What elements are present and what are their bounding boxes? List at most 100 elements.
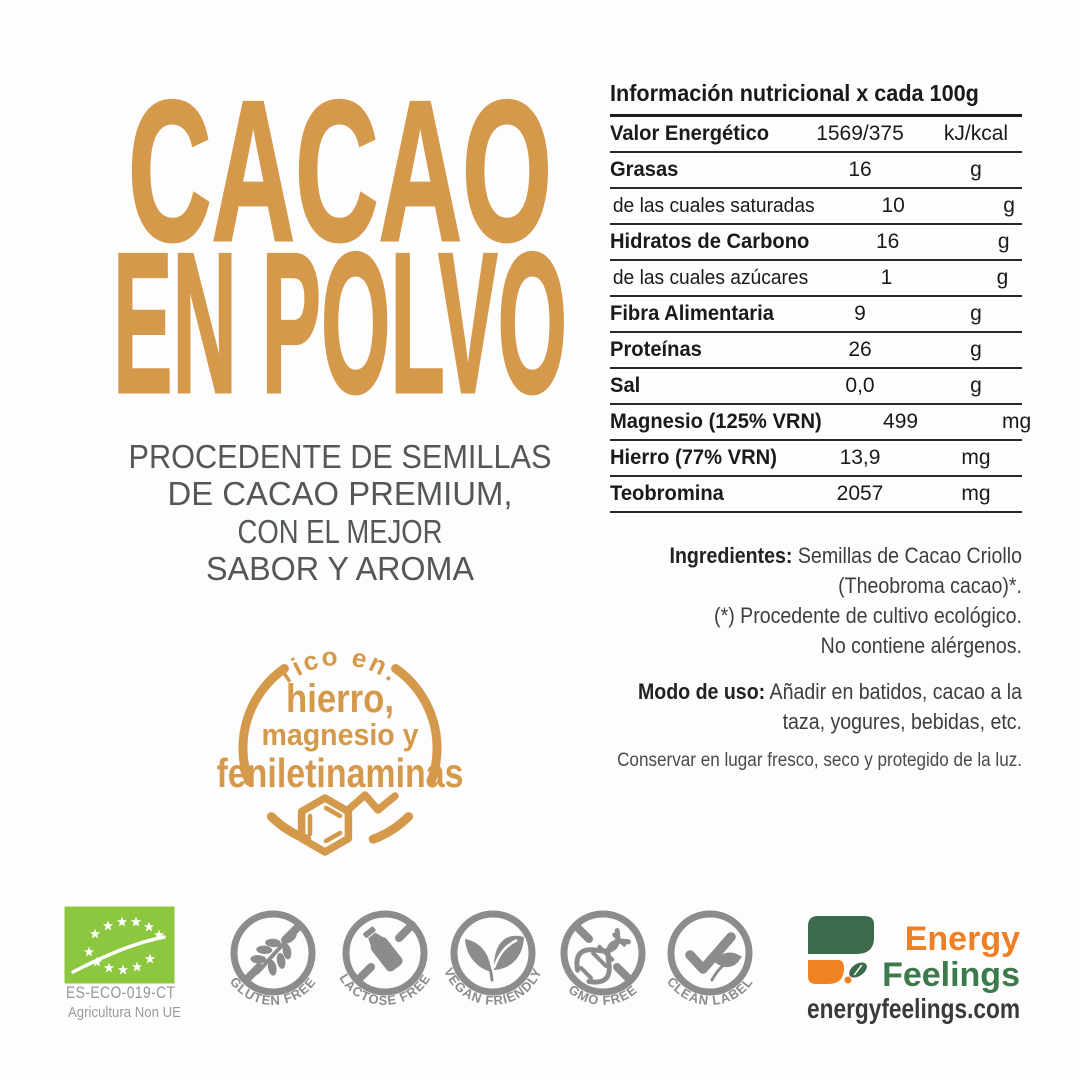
nutrient-value: 9 [854, 302, 866, 325]
ingredients-line: (*) Procedente de cultivo ecológico. [714, 603, 1022, 628]
brand-mark-icon [808, 916, 874, 984]
usage-line: taza, yogures, bebidas, etc. [782, 709, 1022, 734]
nutrient-unit: mg [961, 446, 991, 469]
table-row: Hierro (77% VRN) 13,9 mg [610, 441, 1022, 477]
nutrient-unit: mg [961, 482, 991, 505]
product-title-line1: CACAO [128, 72, 552, 283]
nutrient-label: Grasas [610, 158, 679, 181]
table-row: Sal 0,0 g [610, 369, 1022, 405]
table-row: Proteínas 26 g [610, 333, 1022, 369]
usage-line: Modo de uso: Añadir en batidos, cacao a … [483, 677, 1022, 707]
gmo-free-badge: GMO FREE [560, 910, 646, 1008]
nutrient-unit: g [997, 230, 1010, 253]
badge-item-hierro: hierro, [286, 677, 394, 721]
badge-item-magnesio: magnesio y [262, 717, 420, 752]
nutrient-value: 16 [848, 158, 872, 181]
nutrient-label: Valor Energético [610, 122, 770, 145]
usage-heading: Modo de uso: [637, 679, 766, 704]
table-row: Fibra Alimentaria 9 g [610, 297, 1022, 333]
nutrient-value: 13,9 [839, 446, 881, 469]
table-row: Grasas 16 g [610, 153, 1022, 189]
brand-website: energyfeelings.com [807, 993, 1020, 1024]
nutrition-title-text: Información nutricional x cada 100g [610, 80, 979, 106]
description-line: PROCEDENTE DE SEMILLAS [129, 438, 552, 475]
svg-text:VEGAN FRIENDLY: VEGAN FRIENDLY [441, 965, 545, 1008]
svg-text:GMO FREE: GMO FREE [566, 982, 640, 1008]
nutrient-label: Sal [610, 374, 641, 397]
nutrient-unit: g [996, 266, 1009, 289]
nutrition-title: Información nutricional x cada 100g [610, 80, 1022, 117]
slash-icon [354, 921, 416, 984]
nutrient-label: de las cuales saturadas [612, 194, 815, 217]
table-row: de las cuales azúcares 1 g [610, 261, 1022, 297]
eu-leaf-stem-icon [71, 935, 166, 974]
check-leaf-icon [685, 932, 742, 982]
slash-icon [572, 922, 634, 984]
nutrient-label: Proteínas [610, 338, 702, 361]
description-line: CON EL MEJOR [238, 513, 443, 550]
nutrient-value: 16 [876, 230, 900, 253]
nutrient-unit: g [970, 158, 982, 181]
nutrient-unit: g [970, 338, 982, 361]
nutrient-value: 0,0 [845, 374, 875, 397]
lactose-free-badge: LACTOSE FREE [336, 910, 433, 1008]
nutrient-unit: kJ/kcal [943, 122, 1009, 145]
storage-note: Conservar en lugar fresco, seco y proteg… [617, 750, 1022, 771]
nutrient-label: Fibra Alimentaria [610, 302, 774, 325]
nutrient-label: Hierro (77% VRN) [610, 446, 777, 469]
clean-label-badge: CLEAN LABEL [664, 910, 755, 1008]
brand-name-line1: Energy [905, 920, 1020, 958]
slash-icon [242, 922, 303, 984]
nutrient-value: 10 [881, 194, 905, 217]
nutrient-value: 26 [848, 338, 872, 361]
milk-bottle-icon [363, 926, 403, 972]
ingredients-heading: Ingredientes: [669, 543, 793, 568]
ingredients-line: (Theobroma cacao)*. [838, 573, 1022, 598]
gmo-free-label: GMO FREE [566, 982, 639, 1008]
product-title-line2: EN POLVO [113, 212, 567, 402]
table-row: Teobromina 2057 mg [610, 477, 1022, 513]
ingredients-line: Ingredientes: Semillas de Cacao Criollo [483, 541, 1022, 571]
product-title: CACAO EN POLVO [112, 72, 569, 402]
table-row: Valor Energético 1569/375 kJ/kcal [610, 117, 1022, 153]
description-line: DE CACAO PREMIUM, [168, 475, 513, 512]
organic-cert-origin: Agricultura Non UE [68, 1004, 181, 1021]
gluten-free-badge: GLUTEN FREE [227, 910, 318, 1008]
table-row: de las cuales saturadas 10 g [610, 189, 1022, 225]
nutrient-label: Magnesio (125% VRN) [610, 410, 822, 433]
nutrient-value: 2057 [836, 482, 884, 505]
nutrient-value: 499 [883, 410, 919, 433]
badge-circle-icon [238, 664, 442, 844]
vegan-friendly-badge: VEGAN FRIENDLY [441, 910, 545, 1008]
nutrient-label: de las cuales azúcares [612, 266, 809, 289]
molecule-icon [297, 791, 399, 856]
usage-text: Añadir en batidos, cacao a la [765, 679, 1022, 704]
product-description: PROCEDENTE DE SEMILLAS DE CACAO PREMIUM,… [129, 438, 552, 587]
vegan-friendly-label: VEGAN FRIENDLY [441, 965, 544, 1008]
dna-icon [574, 928, 631, 985]
brand-name-line2: Feelings [882, 956, 1020, 994]
organic-cert-code: ES-ECO-019-CT [66, 984, 176, 1002]
eu-organic-logo [64, 906, 175, 984]
nutrient-label: Teobromina [610, 482, 724, 505]
badge-item-feniletinaminas: feniletinaminas [217, 750, 464, 796]
nutrient-unit: mg [1001, 410, 1032, 433]
ingredients-text: Semillas de Cacao Criollo [792, 543, 1022, 568]
nutrient-unit: g [970, 374, 982, 397]
ingredients-section: Ingredientes: Semillas de Cacao Criollo … [483, 541, 1022, 661]
brand-logo: Energy Feelings energyfeelings.com [807, 916, 1020, 1024]
table-row: Hidratos de Carbono 16 g [610, 225, 1022, 261]
nutrient-unit: g [970, 302, 982, 325]
nutrient-unit: g [1003, 194, 1015, 217]
description-line: SABOR Y AROMA [206, 550, 474, 587]
nutrient-value: 1569/375 [816, 122, 904, 145]
table-row: Magnesio (125% VRN) 499 mg [610, 405, 1031, 441]
rich-in-badge: rico en: hierro, magnesio y feniletinami… [217, 641, 464, 856]
nutrient-label: Hidratos de Carbono [610, 230, 810, 253]
nutrient-value: 1 [880, 266, 893, 289]
ingredients-line: No contiene alérgenos. [820, 633, 1022, 658]
nutrition-table: Información nutricional x cada 100g Valo… [610, 80, 1031, 513]
leaves-icon [465, 935, 524, 982]
usage-section: Modo de uso: Añadir en batidos, cacao a … [483, 677, 1022, 737]
